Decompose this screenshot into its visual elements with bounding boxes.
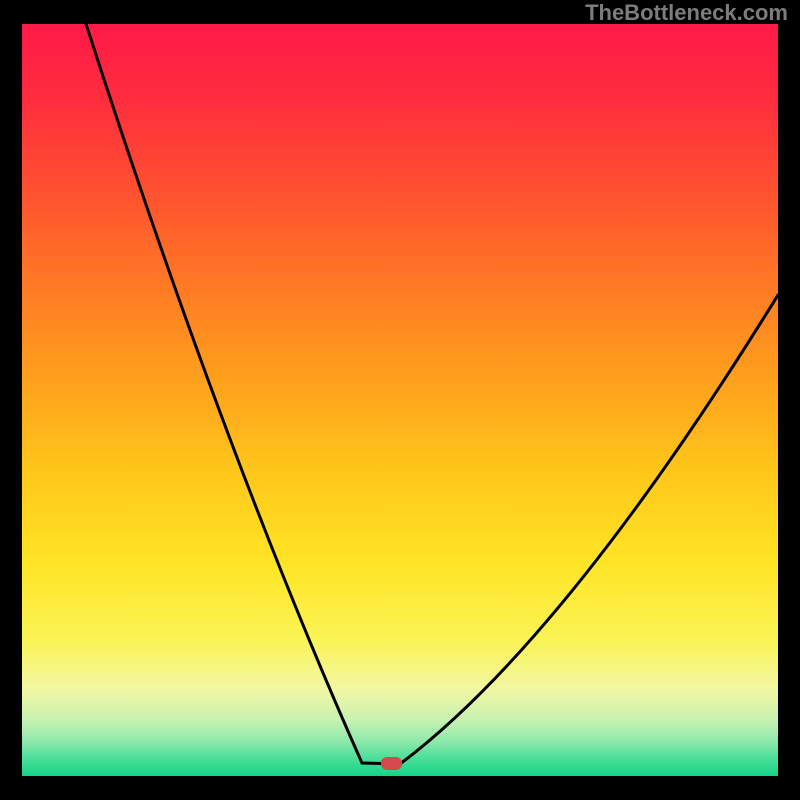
bottleneck-chart [22, 24, 778, 776]
plot-background [22, 24, 778, 776]
attribution-text: TheBottleneck.com [585, 0, 788, 26]
current-marker [381, 757, 402, 770]
